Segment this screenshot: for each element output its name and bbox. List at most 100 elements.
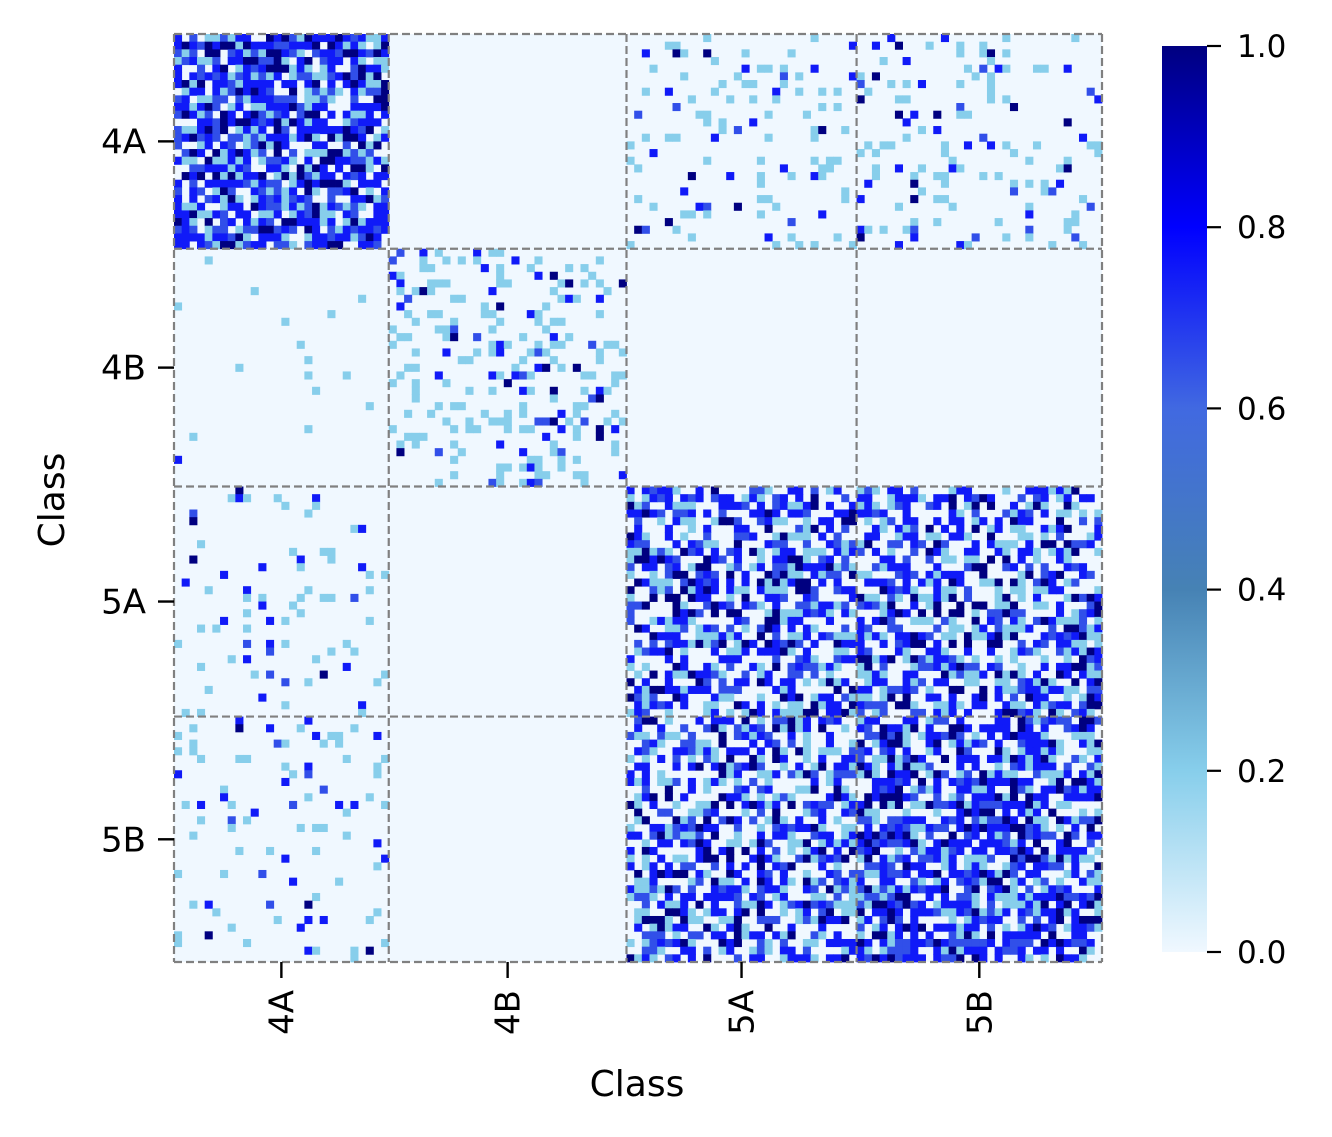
heatmap-cell: [312, 731, 321, 740]
heatmap-cell: [894, 647, 903, 656]
heatmap-cell: [833, 233, 842, 242]
heatmap-cell: [1025, 823, 1034, 833]
heatmap-cell: [557, 455, 566, 464]
heatmap-cell: [994, 685, 1003, 694]
heatmap-cell: [848, 72, 857, 81]
heatmap-cell: [266, 647, 275, 656]
heatmap-cell: [802, 954, 811, 963]
heatmap-cell: [979, 793, 988, 802]
heatmap-cell: [703, 110, 712, 119]
heatmap-cell: [312, 95, 321, 104]
heatmap-cell: [1071, 754, 1080, 763]
heatmap-cell: [933, 923, 942, 932]
heatmap-cell: [1017, 570, 1026, 579]
heatmap-cell: [1017, 701, 1026, 710]
heatmap-cell: [1078, 647, 1088, 656]
heatmap-cell: [227, 494, 236, 503]
heatmap-cell: [1009, 785, 1019, 794]
heatmap-cell: [204, 256, 213, 265]
heatmap-cell: [787, 693, 796, 702]
heatmap-cell: [1071, 578, 1080, 587]
heatmap-cell: [749, 892, 758, 902]
heatmap-cell: [1094, 762, 1103, 771]
heatmap-cell: [940, 892, 950, 902]
heatmap-cell: [810, 915, 819, 925]
heatmap-cell: [879, 616, 888, 625]
heatmap-cell: [933, 777, 942, 786]
heatmap-cell: [864, 946, 873, 955]
heatmap-cell: [994, 831, 1003, 840]
heatmap-cell: [664, 938, 673, 948]
heatmap-cell: [979, 816, 988, 825]
heatmap-cell: [641, 547, 650, 556]
heatmap-cell: [756, 195, 765, 204]
heatmap-cell: [956, 923, 965, 932]
heatmap-cell: [910, 570, 919, 579]
heatmap-cell: [879, 225, 888, 234]
heatmap-cell: [1040, 179, 1049, 188]
heatmap-cell: [1094, 900, 1103, 909]
heatmap-cell: [871, 701, 880, 710]
heatmap-cell: [304, 509, 313, 518]
heatmap-cell: [266, 225, 275, 234]
heatmap-cell: [1048, 708, 1057, 717]
heatmap-cell: [956, 570, 965, 579]
heatmap-cell: [818, 747, 827, 756]
heatmap-cell: [940, 846, 950, 856]
heatmap-cell: [787, 555, 796, 564]
heatmap-cell: [887, 586, 896, 595]
heatmap-cell: [457, 402, 466, 411]
heatmap-cell: [963, 501, 973, 510]
heatmap-cell: [687, 739, 696, 748]
heatmap-cell: [649, 616, 658, 625]
heatmap-cell: [894, 593, 903, 602]
heatmap-cell: [327, 95, 336, 104]
heatmap-cell: [1009, 685, 1019, 694]
heatmap-cell: [1094, 923, 1103, 932]
heatmap-cell: [718, 892, 727, 902]
heatmap-cell: [634, 747, 643, 756]
heatmap-cell: [1055, 632, 1065, 641]
heatmap-cell: [856, 701, 865, 710]
heatmap-cell: [358, 202, 367, 211]
heatmap-cell: [887, 624, 896, 633]
heatmap-cell: [894, 854, 903, 863]
heatmap-cell: [181, 156, 190, 165]
heatmap-cell: [197, 662, 206, 671]
heatmap-cell: [189, 210, 198, 219]
heatmap-cell: [657, 885, 666, 894]
heatmap-cell: [795, 762, 804, 771]
heatmap-cell: [933, 854, 942, 863]
heatmap-cell: [856, 831, 865, 840]
heatmap-cell: [243, 110, 252, 119]
heatmap-cell: [181, 41, 190, 50]
heatmap-cell: [227, 34, 236, 43]
heatmap-cell: [235, 846, 244, 856]
heatmap-cell: [250, 195, 259, 204]
heatmap-cell: [894, 563, 903, 572]
heatmap-cell: [971, 601, 980, 610]
heatmap-cell: [1002, 708, 1011, 717]
heatmap-cell: [956, 716, 965, 725]
heatmap-cell: [902, 808, 911, 817]
heatmap-cell: [572, 363, 581, 372]
heatmap-cell: [879, 578, 888, 587]
heatmap-cell: [641, 49, 650, 58]
heatmap-cell: [365, 195, 374, 204]
heatmap-cell: [220, 869, 229, 879]
heatmap-cell: [365, 126, 374, 135]
heatmap-cell: [1040, 900, 1049, 909]
heatmap-cell: [641, 578, 650, 587]
heatmap-cell: [986, 49, 996, 58]
heatmap-cell: [910, 225, 919, 234]
heatmap-cell: [971, 915, 980, 925]
heatmap-cell: [373, 218, 382, 227]
heatmap-cell: [641, 509, 650, 518]
heatmap-cell: [940, 141, 950, 150]
heatmap-cell: [695, 900, 704, 909]
heatmap-cell: [687, 808, 696, 817]
heatmap-cell: [787, 946, 796, 955]
heatmap-cell: [626, 754, 635, 763]
heatmap-cell: [933, 110, 942, 119]
heatmap-cell: [825, 555, 834, 564]
